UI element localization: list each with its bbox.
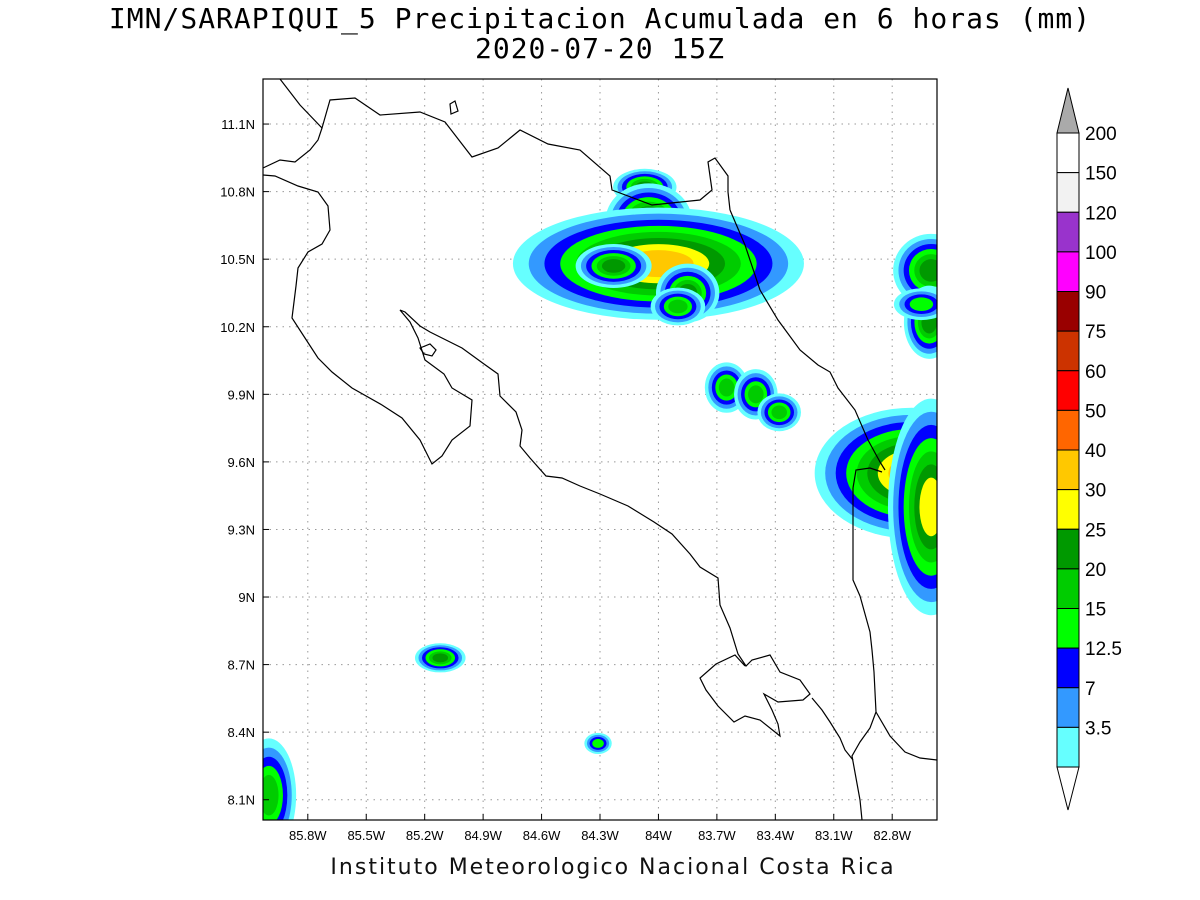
colorbar-swatch (1056, 608, 1080, 649)
y-tick-label: 8.1N (228, 793, 255, 808)
longitude-axis: 85.8W 85.5W 85.2W 84.9W 84.6W 84.3W 84W 83.7W 83… (289, 814, 912, 843)
precip-contour (718, 378, 735, 397)
precip-contour (919, 477, 937, 537)
colorbar-swatch (1056, 409, 1080, 451)
x-tick-label: 85.5W (347, 828, 385, 843)
y-tick-label: 9N (238, 590, 255, 605)
precip-contour (432, 653, 449, 663)
precip-contour (601, 259, 626, 273)
precip-contour (919, 259, 937, 282)
x-tick-label: 83.7W (698, 828, 736, 843)
colorbar-swatch (1056, 132, 1080, 174)
x-tick-label: 84W (645, 828, 672, 843)
colorbar-swatch (1056, 211, 1080, 253)
colorbar-swatch (1056, 370, 1080, 411)
map-title: IMN/SARAPIQUI_5 Precipitacion Acumulada … (108, 2, 1092, 35)
colorbar-swatch (1056, 528, 1080, 570)
precip-contour (263, 774, 279, 816)
colorbar-label: 100 (1085, 243, 1117, 264)
colorbar-label: 200 (1085, 124, 1117, 145)
colorbar-swatch (1056, 647, 1080, 689)
precip-contour (668, 299, 688, 314)
panama-coast (811, 697, 937, 761)
x-tick-label: 82.8W (873, 828, 911, 843)
colorbar-bottom-arrow (1056, 766, 1080, 811)
x-tick-label: 85.2W (406, 828, 444, 843)
lake-island (449, 100, 459, 115)
y-tick-label: 11.1N (221, 117, 255, 132)
caribbean-coast (729, 209, 886, 471)
colorbar-swatch (1056, 489, 1080, 530)
colorbar-label: 30 (1085, 481, 1106, 502)
x-tick-label: 83.4W (757, 828, 795, 843)
colorbar-label: 150 (1085, 164, 1117, 185)
colorbar-label: 75 (1085, 322, 1106, 343)
y-tick-label: 8.7N (228, 658, 255, 673)
colorbar-label: 50 (1085, 401, 1106, 422)
colorbar-label: 25 (1085, 520, 1106, 541)
colorbar-swatch (1056, 568, 1080, 610)
x-tick-label: 83.1W (815, 828, 853, 843)
x-tick-label: 84.9W (464, 828, 502, 843)
colorbar-label: 40 (1085, 441, 1106, 462)
colorbar-swatch (1056, 726, 1080, 768)
map-valid-time: 2020-07-20 15Z (474, 32, 725, 65)
precip-contour (592, 738, 604, 748)
x-tick-label: 85.8W (289, 828, 327, 843)
colorbar-label: 20 (1085, 560, 1106, 581)
y-tick-label: 10.5N (220, 252, 255, 267)
precip-contour (748, 385, 764, 404)
latitude-axis: 8.1N 8.4N 8.7N 9N 9.3N 9.6N 9.9N 10.2N 10.5N 10.8… (220, 117, 269, 808)
y-tick-label: 9.6N (228, 455, 255, 470)
colorbar-swatch (1056, 251, 1080, 293)
pacific-coast (263, 127, 811, 738)
precipitation-field (263, 168, 937, 820)
y-tick-label: 10.2N (220, 320, 255, 335)
y-tick-label: 8.4N (228, 725, 255, 740)
colorbar-label: 3.5 (1085, 718, 1111, 739)
colorbar-swatch (1056, 291, 1080, 332)
colorbar-label: 60 (1085, 362, 1106, 383)
x-tick-label: 84.3W (581, 828, 619, 843)
colorbar-swatch (1056, 449, 1080, 491)
y-tick-label: 9.9N (228, 387, 255, 402)
colorbar-label: 12.5 (1085, 639, 1122, 660)
colorbar-label: 15 (1085, 600, 1106, 621)
colorbar-legend: 200 150 120 100 90 75 60 50 40 30 25 20 15 12.5 7 3.5 (1056, 87, 1122, 811)
nicaragua-lake-shore (279, 79, 731, 211)
colorbar-swatch (1056, 687, 1080, 728)
y-tick-label: 9.3N (228, 522, 255, 537)
y-tick-label: 10.8N (220, 185, 255, 200)
gulf-nicoya-island (419, 343, 437, 357)
coastline-and-borders (263, 79, 937, 820)
precip-contour (771, 405, 788, 420)
x-tick-label: 84.6W (523, 828, 561, 843)
colorbar-label: 90 (1085, 283, 1106, 304)
colorbar-label: 7 (1085, 679, 1096, 700)
colorbar-swatch (1056, 172, 1080, 213)
colorbar-label: 120 (1085, 203, 1117, 224)
precip-contour (909, 297, 934, 312)
footer-credit: Instituto Meteorologico Nacional Costa R… (330, 855, 896, 880)
colorbar-top-arrow (1056, 87, 1080, 134)
colorbar-swatch (1056, 330, 1080, 372)
